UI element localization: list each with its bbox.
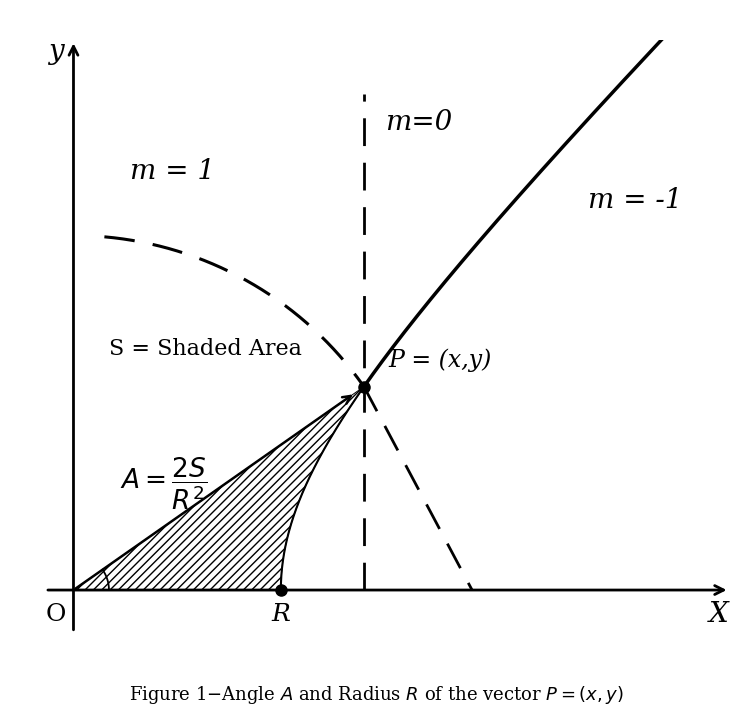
Text: m = -1: m = -1: [587, 186, 682, 213]
Text: m=0: m=0: [385, 109, 453, 135]
Polygon shape: [74, 387, 364, 590]
Text: y: y: [48, 38, 64, 64]
Text: S = Shaded Area: S = Shaded Area: [109, 338, 302, 360]
Text: P = (x,y): P = (x,y): [389, 349, 492, 372]
Text: m = 1: m = 1: [130, 158, 215, 185]
Text: O: O: [46, 604, 66, 626]
Text: $A=\dfrac{2S}{R^2}$: $A=\dfrac{2S}{R^2}$: [120, 455, 207, 512]
Text: Figure 1$-$Angle $A$ and Radius $R$ of the vector $P=(x, y)$: Figure 1$-$Angle $A$ and Radius $R$ of t…: [129, 684, 623, 705]
Text: R: R: [271, 604, 290, 626]
Text: X: X: [709, 601, 729, 629]
